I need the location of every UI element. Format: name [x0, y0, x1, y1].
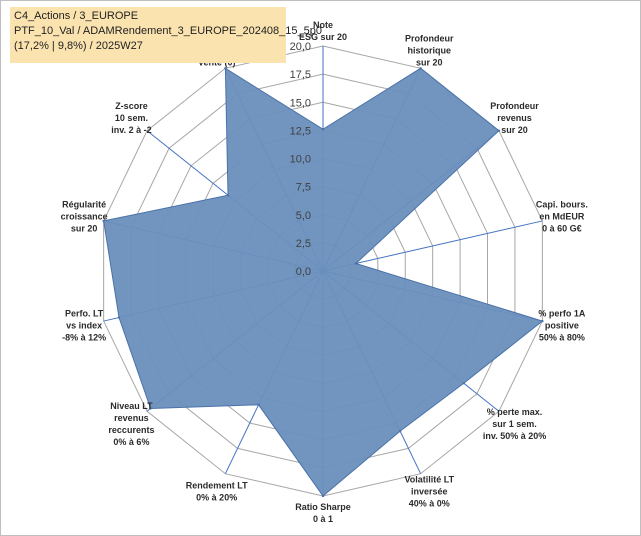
axis-label-line: Régularité: [62, 199, 106, 209]
tick-label: 10,0: [290, 154, 311, 166]
axis-label: Volatilité LT inversée 40% à 0%: [404, 475, 454, 509]
data-point: [354, 262, 358, 265]
axis-label-line: Rendement LT: [186, 481, 248, 491]
axis-label-line: -8% à 12%: [62, 333, 106, 343]
axis-label: Niveau LT revenus reccurents 0% à 6%: [108, 401, 154, 447]
data-point: [117, 316, 121, 319]
header-line-1: C4_Actions / 3_EUROPE: [14, 10, 139, 22]
data-point: [102, 219, 105, 223]
tick-label: 5,0: [296, 210, 311, 222]
axis-label-line: Profondeur: [490, 101, 539, 111]
axis-label-line: 0 à 60 G€: [542, 223, 582, 233]
axis-spoke: [322, 220, 543, 272]
axis-label-line: Ratio Sharpe: [295, 502, 351, 512]
axis-label-line: inversée: [411, 487, 448, 497]
tick-label: 12,5: [290, 125, 311, 137]
chart-header: C4_Actions / 3_EUROPE PTF_10_Val / ADAMR…: [10, 7, 322, 63]
data-point: [224, 67, 227, 70]
axis-label-line: reccurents: [108, 425, 154, 435]
data-point: [321, 128, 325, 131]
axis-label-line: Note: [313, 20, 333, 30]
axis-label-line: vs index: [66, 321, 102, 331]
tick-label: 17,5: [290, 69, 311, 81]
axis-label-line: 0 à 1: [313, 514, 333, 524]
data-point: [321, 494, 325, 498]
axis-label-line: Z-score: [115, 101, 148, 111]
axis-label-line: historique: [408, 45, 452, 55]
axis-label-line: inv. 50% à 20%: [483, 431, 546, 441]
axis-label: % perte max. sur 1 sem. inv. 50% à 20%: [483, 407, 546, 441]
axis-label: Z-score 10 sem. inv. 2 à -2: [111, 101, 151, 135]
data-point: [419, 67, 422, 70]
data-point: [541, 319, 544, 323]
data-point: [398, 429, 402, 433]
data-point: [257, 403, 260, 406]
axis-label: Rendement LT 0% à 20%: [186, 481, 248, 503]
axis-label-line: 10 sem.: [115, 113, 148, 123]
axis-label-line: sur 1 sem.: [492, 419, 537, 429]
axis-label: % perfo 1A positive 50% à 80%: [538, 309, 586, 343]
axis-label-line: Niveau LT: [110, 401, 153, 411]
axis-label-line: 0% à 20%: [196, 493, 237, 503]
tick-label: 15,0: [290, 97, 311, 109]
axis-label-line: Profondeur: [405, 33, 454, 43]
axis-label-line: croissance: [61, 211, 108, 221]
axis-label-line: Perfo. LT: [65, 309, 104, 319]
axis-label: Profondeur revenus sur 20: [490, 101, 539, 135]
axis-label-line: ESG sur 20: [299, 32, 347, 42]
tick-label: 0,0: [296, 266, 311, 278]
axis-label-line: Volatilité LT: [404, 475, 454, 485]
header-line-3: (17,2% | 9,8%) / 2025W27: [14, 40, 143, 52]
axis-label-line: 40% à 0%: [409, 499, 450, 509]
axis-label-line: positive: [545, 321, 579, 331]
header-line-2: PTF_10_Val / ADAMRendement_3_EUROPE_2024…: [14, 25, 322, 37]
axis-label-line: % perte max.: [487, 407, 543, 417]
data-point: [226, 194, 230, 197]
tick-label: 2,5: [296, 238, 311, 250]
axis-label: Profondeur historique sur 20: [405, 33, 454, 67]
axis-label-line: en MdEUR: [539, 211, 585, 221]
axis-label-line: 50% à 80%: [539, 333, 585, 343]
data-point: [462, 382, 465, 385]
axis-label-line: inv. 2 à -2: [111, 125, 151, 135]
axis-label-line: revenus: [497, 113, 532, 123]
axis-label-line: 0% à 6%: [113, 437, 149, 447]
axis-label-line: sur 20: [71, 223, 98, 233]
data-point: [497, 129, 501, 132]
data-point: [149, 407, 152, 410]
data-series-area: [103, 67, 544, 497]
axis-label: Ratio Sharpe 0 à 1: [295, 502, 351, 524]
axis-label: Note ESG sur 20: [299, 20, 347, 42]
axis-label: Régularité croissance sur 20: [61, 199, 108, 233]
axis-label-line: sur 20: [416, 57, 443, 67]
axis-label-line: revenus: [114, 413, 149, 423]
axis-label-line: % perfo 1A: [538, 309, 586, 319]
tick-label: 7,5: [296, 182, 311, 194]
axis-label: Perfo. LT vs index -8% à 12%: [62, 309, 106, 343]
axis-label: Capi. bours. en MdEUR 0 à 60 G€: [536, 199, 588, 233]
axis-label-line: Capi. bours.: [536, 199, 588, 209]
tick-label: 20,0: [290, 41, 311, 53]
axis-label-line: sur 20: [501, 125, 528, 135]
